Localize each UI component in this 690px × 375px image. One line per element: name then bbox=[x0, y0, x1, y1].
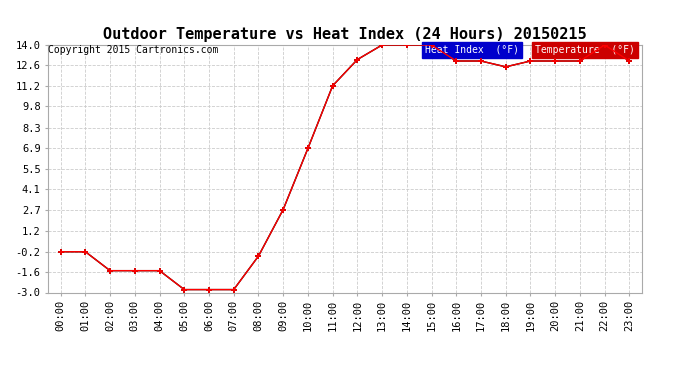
Text: Copyright 2015 Cartronics.com: Copyright 2015 Cartronics.com bbox=[48, 45, 219, 55]
Text: Temperature  (°F): Temperature (°F) bbox=[535, 45, 635, 55]
Text: Heat Index  (°F): Heat Index (°F) bbox=[425, 45, 519, 55]
Title: Outdoor Temperature vs Heat Index (24 Hours) 20150215: Outdoor Temperature vs Heat Index (24 Ho… bbox=[104, 27, 586, 42]
